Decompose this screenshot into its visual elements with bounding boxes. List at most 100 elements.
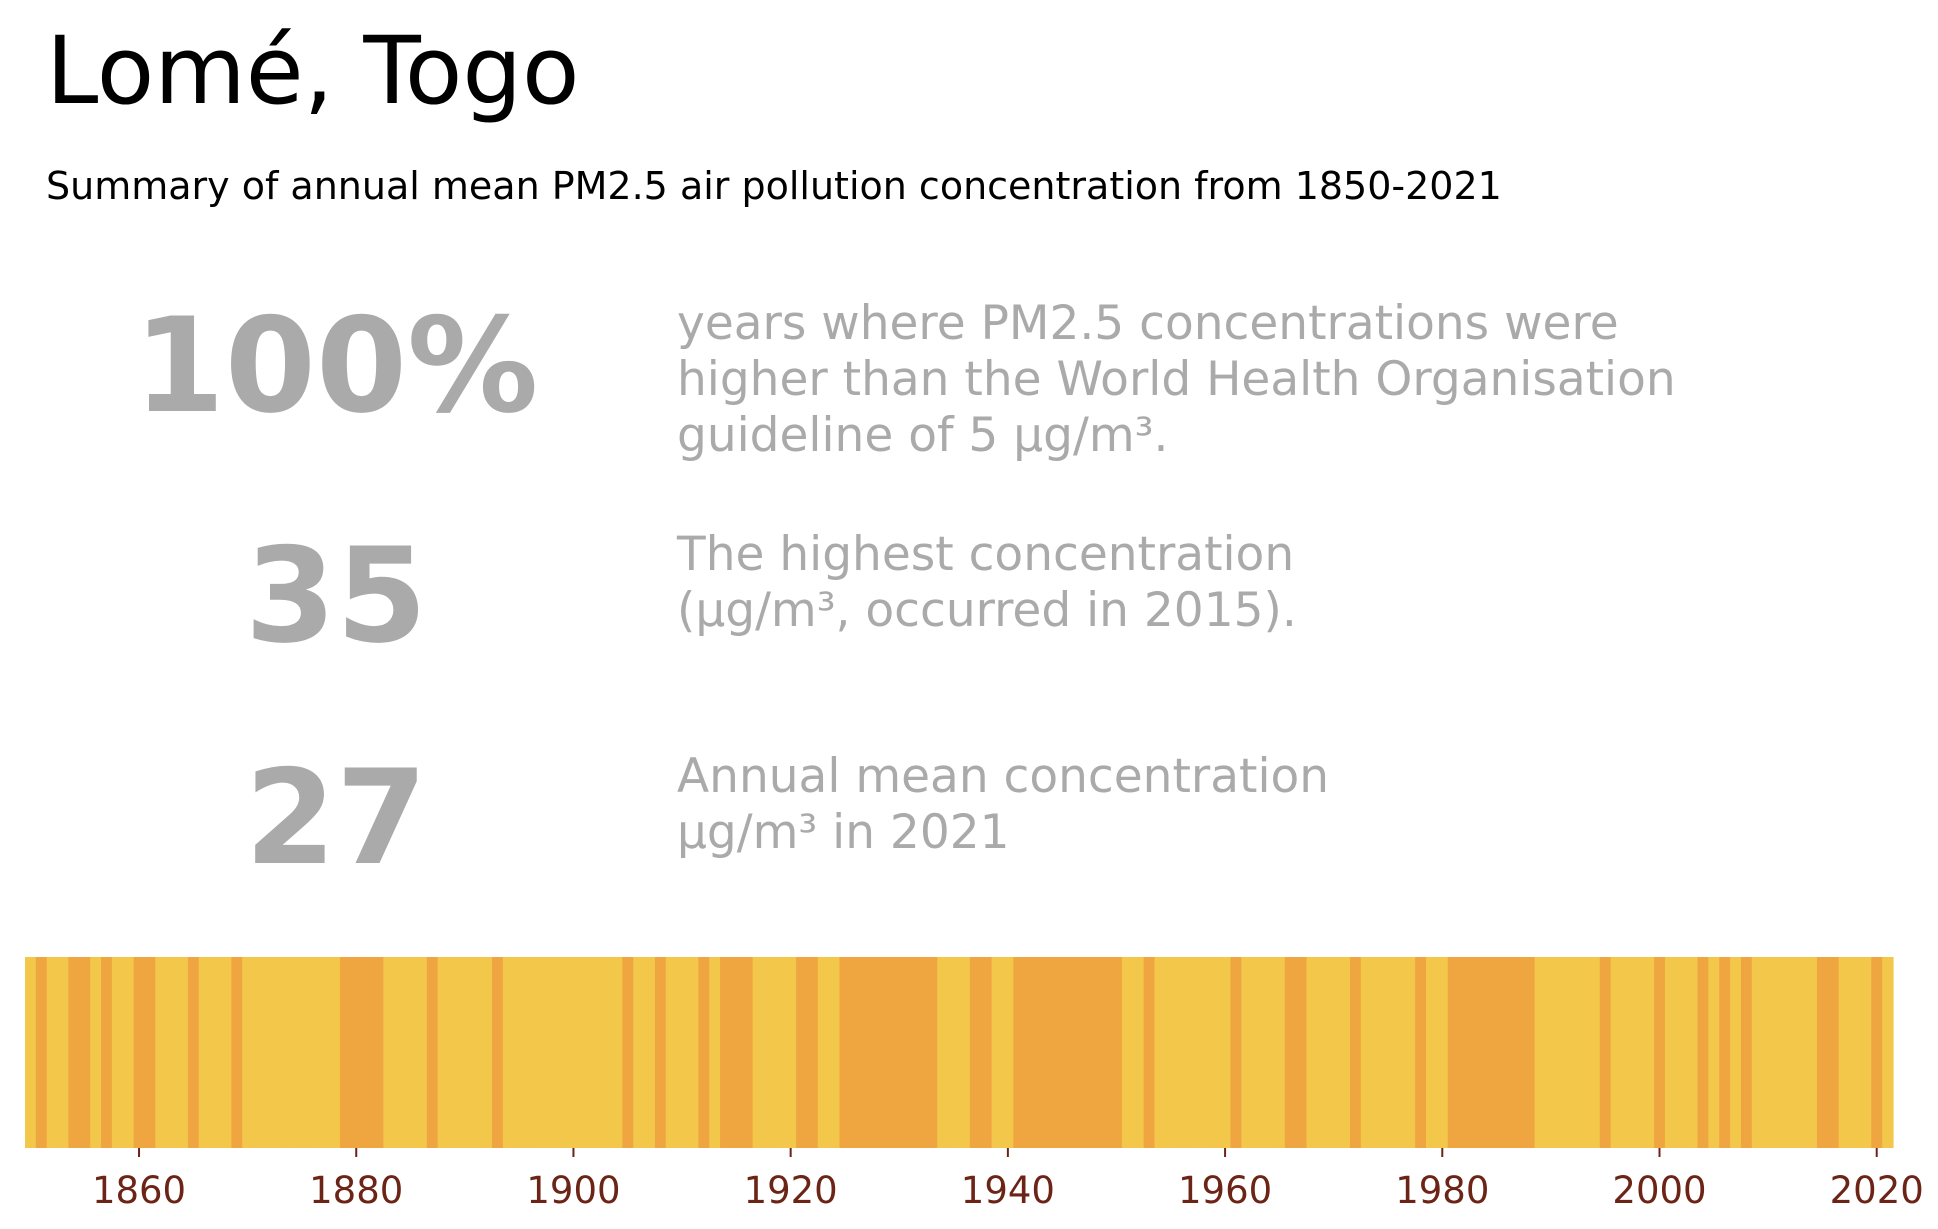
stripe-1982 bbox=[1458, 957, 1471, 1148]
stripe-1870 bbox=[242, 957, 254, 1148]
stripe-1892 bbox=[481, 957, 493, 1148]
stripe-2004 bbox=[1697, 957, 1709, 1148]
stripe-1895 bbox=[513, 957, 526, 1148]
stripe-1946 bbox=[1067, 957, 1080, 1148]
page-title: Lomé, Togo bbox=[46, 17, 580, 126]
stripe-1897 bbox=[535, 957, 547, 1148]
x-tick-label-2000: 2000 bbox=[1612, 1169, 1706, 1212]
stat-highest-description: The highest concentration (µg/m³, occurr… bbox=[677, 527, 1297, 638]
stripe-1966 bbox=[1284, 957, 1297, 1148]
stripe-1879 bbox=[339, 957, 352, 1148]
stripe-1861 bbox=[144, 957, 156, 1148]
x-tick-label-1960: 1960 bbox=[1178, 1169, 1272, 1212]
stripe-1888 bbox=[437, 957, 450, 1148]
stripe-1965 bbox=[1273, 957, 1286, 1148]
stripe-2001 bbox=[1664, 957, 1677, 1148]
stat-highest-value: 35 bbox=[244, 519, 428, 672]
stripe-1884 bbox=[394, 957, 406, 1148]
stripe-1900 bbox=[568, 957, 580, 1148]
stripes-group bbox=[25, 957, 1894, 1148]
stripe-1915 bbox=[730, 957, 743, 1148]
stripe-1973 bbox=[1360, 957, 1373, 1148]
stripe-1979 bbox=[1426, 957, 1438, 1148]
stripe-1878 bbox=[329, 957, 341, 1148]
stripe-1912 bbox=[698, 957, 710, 1148]
stripe-1942 bbox=[1024, 957, 1036, 1148]
stripe-1967 bbox=[1295, 957, 1308, 1148]
stripe-1948 bbox=[1089, 957, 1101, 1148]
stripe-1957 bbox=[1187, 957, 1199, 1148]
stripe-1944 bbox=[1045, 957, 1058, 1148]
stripe-1860 bbox=[133, 957, 146, 1148]
stat-latest-description: Annual mean concentration µg/m³ in 2021 bbox=[677, 749, 1330, 860]
stripe-2019 bbox=[1860, 957, 1872, 1148]
stripe-1902 bbox=[589, 957, 602, 1148]
stripe-1919 bbox=[774, 957, 786, 1148]
stripe-1931 bbox=[904, 957, 917, 1148]
stripe-1938 bbox=[980, 957, 993, 1148]
stripe-1991 bbox=[1556, 957, 1568, 1148]
stripe-1930 bbox=[893, 957, 906, 1148]
stripe-1922 bbox=[806, 957, 819, 1148]
stripe-1940 bbox=[1002, 957, 1014, 1148]
stripe-1981 bbox=[1447, 957, 1460, 1148]
stripe-1954 bbox=[1154, 957, 1166, 1148]
stripe-1951 bbox=[1121, 957, 1134, 1148]
stripe-2005 bbox=[1708, 957, 1720, 1148]
stripe-1917 bbox=[752, 957, 765, 1148]
stripe-1893 bbox=[492, 957, 504, 1148]
stripe-2021 bbox=[1882, 957, 1894, 1148]
stripe-1868 bbox=[220, 957, 232, 1148]
stripe-1906 bbox=[633, 957, 645, 1148]
stripe-1873 bbox=[274, 957, 287, 1148]
stripe-2002 bbox=[1675, 957, 1688, 1148]
stripe-1863 bbox=[166, 957, 178, 1148]
stripe-1926 bbox=[850, 957, 862, 1148]
stripe-1890 bbox=[459, 957, 471, 1148]
stripe-1955 bbox=[1165, 957, 1177, 1148]
stripe-1945 bbox=[1056, 957, 1069, 1148]
stripe-1883 bbox=[383, 957, 395, 1148]
stripe-1877 bbox=[318, 957, 330, 1148]
stripe-1990 bbox=[1545, 957, 1557, 1148]
stripe-1901 bbox=[578, 957, 591, 1148]
stripe-1907 bbox=[644, 957, 656, 1148]
stripe-1959 bbox=[1208, 957, 1221, 1148]
stripe-1865 bbox=[187, 957, 200, 1148]
stripe-1974 bbox=[1371, 957, 1384, 1148]
stripe-1887 bbox=[426, 957, 439, 1148]
stripe-2016 bbox=[1827, 957, 1840, 1148]
stripe-1936 bbox=[959, 957, 971, 1148]
stripe-1996 bbox=[1610, 957, 1623, 1148]
stripe-1904 bbox=[611, 957, 623, 1148]
stripe-1972 bbox=[1349, 957, 1362, 1148]
stripe-2015 bbox=[1816, 957, 1829, 1148]
stripe-1963 bbox=[1252, 957, 1264, 1148]
stripe-1960 bbox=[1219, 957, 1232, 1148]
stripe-1993 bbox=[1578, 957, 1590, 1148]
stat-percentage-description: years where PM2.5 concentrations were hi… bbox=[677, 296, 1676, 463]
stripe-1994 bbox=[1588, 957, 1601, 1148]
stripe-1939 bbox=[991, 957, 1004, 1148]
stripe-1961 bbox=[1230, 957, 1242, 1148]
stripe-1913 bbox=[709, 957, 721, 1148]
x-tick-label-1940: 1940 bbox=[961, 1169, 1055, 1212]
stripe-2006 bbox=[1719, 957, 1731, 1148]
stripe-1910 bbox=[676, 957, 689, 1148]
stripe-1995 bbox=[1599, 957, 1612, 1148]
stripe-1953 bbox=[1143, 957, 1156, 1148]
stripe-1859 bbox=[122, 957, 135, 1148]
x-tick-label-1860: 1860 bbox=[92, 1169, 186, 1212]
stripe-1905 bbox=[622, 957, 634, 1148]
x-tick-label-1880: 1880 bbox=[309, 1169, 403, 1212]
stripe-1872 bbox=[263, 957, 276, 1148]
stripe-1909 bbox=[665, 957, 678, 1148]
stripe-1943 bbox=[1035, 957, 1047, 1148]
stripe-1925 bbox=[839, 957, 851, 1148]
stripe-1985 bbox=[1491, 957, 1503, 1148]
stripe-1952 bbox=[1132, 957, 1145, 1148]
stripe-1999 bbox=[1643, 957, 1655, 1148]
stripe-1928 bbox=[872, 957, 884, 1148]
stripe-1911 bbox=[687, 957, 699, 1148]
stripe-1970 bbox=[1328, 957, 1340, 1148]
